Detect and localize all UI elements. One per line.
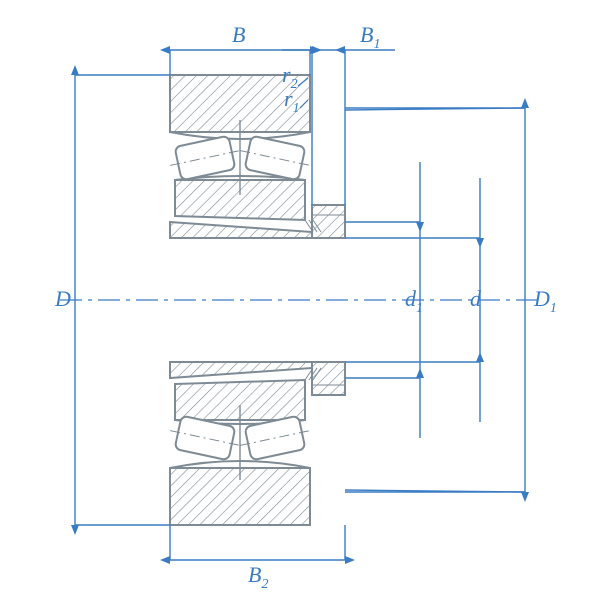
label-B1: B1 (360, 22, 380, 52)
roller-top-0 (167, 134, 244, 182)
locknut-bot (312, 362, 345, 395)
label-B: B (232, 22, 245, 47)
sleeve-bot (170, 362, 312, 378)
sleeve-top (170, 222, 312, 238)
label-d: d (470, 286, 482, 311)
locknut-top (312, 205, 345, 238)
label-B2: B2 (248, 562, 268, 592)
label-D1: D1 (533, 286, 557, 316)
label-D: D (54, 286, 71, 311)
roller-top-1 (237, 134, 314, 182)
